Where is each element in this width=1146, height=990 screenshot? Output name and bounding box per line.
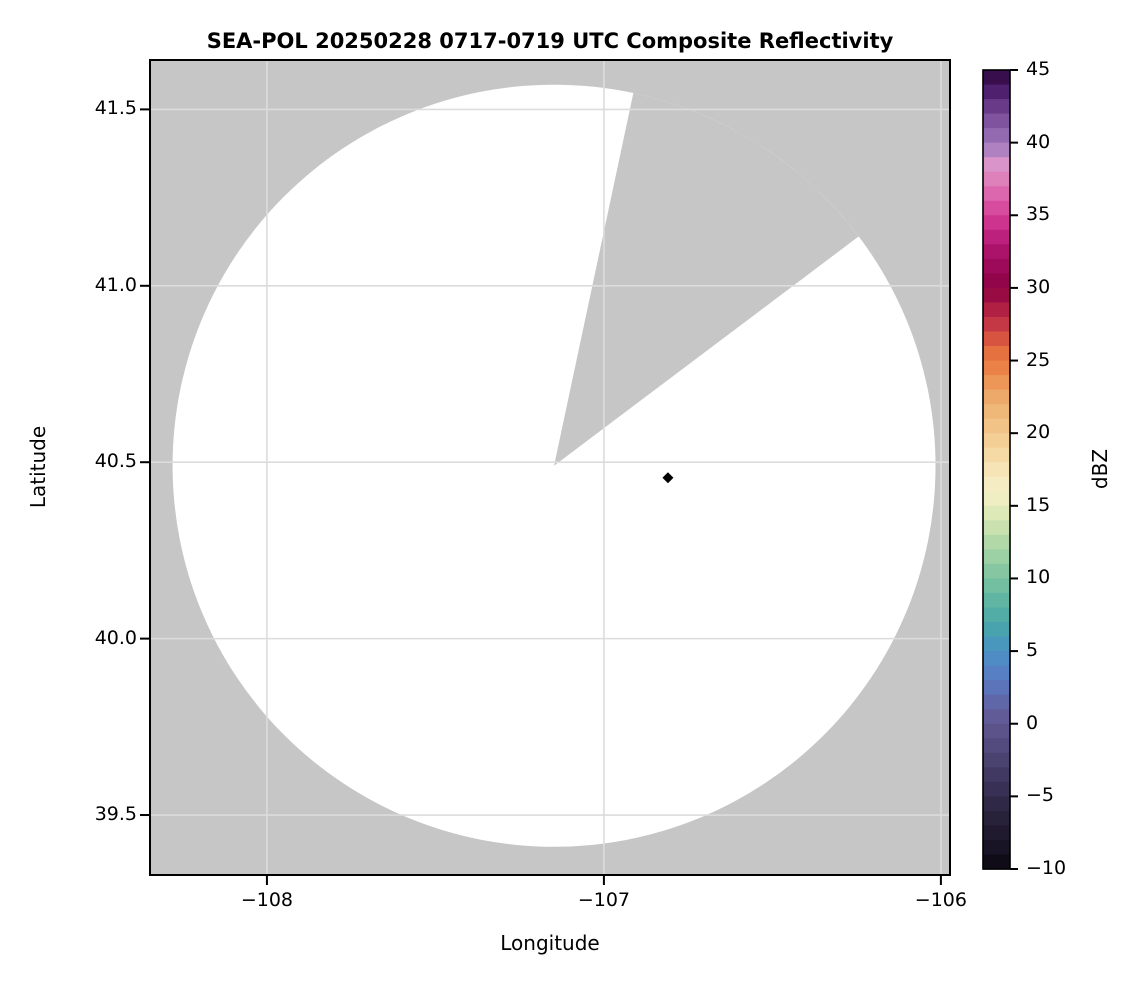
colorbar-band [983, 433, 1010, 449]
colorbar-band [983, 665, 1010, 681]
y-tick-label: 39.5 [94, 803, 137, 826]
colorbar-band [983, 636, 1010, 652]
colorbar-band [983, 592, 1010, 609]
colorbar-tick-label: 5 [1026, 639, 1039, 662]
colorbar-band [983, 287, 1010, 304]
x-tick-label: −107 [577, 889, 630, 911]
colorbar-band [983, 113, 1010, 129]
colorbar-band [983, 781, 1010, 797]
colorbar-band [983, 418, 1010, 434]
colorbar-band [983, 404, 1010, 420]
colorbar-band [983, 563, 1010, 580]
colorbar-band [983, 796, 1010, 812]
colorbar-band [983, 491, 1010, 507]
colorbar-band [983, 680, 1010, 696]
y-tick-label: 40.5 [94, 450, 137, 473]
colorbar-tick-label: 40 [1026, 130, 1051, 153]
colorbar-band [983, 157, 1010, 173]
colorbar-tick-label: 20 [1026, 421, 1051, 444]
colorbar-band [983, 607, 1010, 623]
colorbar-band [983, 752, 1010, 768]
colorbar-tick-label: 15 [1026, 493, 1051, 516]
colorbar-band [983, 447, 1010, 463]
colorbar-band [983, 622, 1010, 638]
colorbar-band [983, 723, 1010, 739]
colorbar-band [983, 258, 1010, 274]
colorbar-band [983, 200, 1010, 216]
colorbar-band [983, 476, 1010, 492]
colorbar-band [983, 549, 1010, 565]
colorbar-band [983, 99, 1010, 115]
colorbar-band [983, 70, 1010, 86]
colorbar-band [983, 534, 1010, 550]
colorbar-outline [982, 69, 1011, 870]
colorbar-band [983, 505, 1010, 521]
colorbar-band [983, 825, 1010, 841]
colorbar-band [983, 375, 1010, 391]
x-tick-label: −106 [914, 889, 967, 911]
colorbar-tick-label: 0 [1026, 711, 1039, 734]
colorbar-band [983, 244, 1010, 260]
plot-title: SEA-POL 20250228 0717-0719 UTC Composite… [206, 29, 894, 53]
colorbar-band [983, 171, 1010, 187]
colorbar-band [983, 331, 1010, 347]
colorbar-band [983, 767, 1010, 783]
colorbar-band [983, 302, 1010, 318]
colorbar-band [983, 810, 1010, 827]
colorbar-band [983, 854, 1010, 870]
axes-spine [149, 59, 951, 876]
colorbar-band [983, 346, 1010, 362]
colorbar-band [983, 694, 1010, 710]
colorbar-band [983, 84, 1010, 100]
colorbar-band [983, 709, 1010, 725]
y-tick-label: 41.0 [94, 273, 137, 296]
colorbar-tick-label: −10 [1026, 857, 1067, 879]
colorbar-tick-label: 25 [1026, 348, 1051, 371]
colorbar-band [983, 316, 1010, 333]
colorbar-band [983, 578, 1010, 594]
colorbar-band [983, 520, 1010, 536]
colorbar-band [983, 389, 1010, 405]
site-marker-diamond [662, 472, 674, 484]
colorbar-tick-label: −5 [1026, 784, 1055, 807]
colorbar-band [983, 229, 1010, 245]
colorbar-tick-label: 10 [1026, 566, 1051, 589]
colorbar-band [983, 128, 1010, 144]
x-axis-label: Longitude [500, 931, 600, 955]
colorbar-band [983, 215, 1010, 231]
colorbar-band [983, 142, 1010, 158]
colorbar-band [983, 273, 1010, 289]
colorbar-band [983, 839, 1010, 856]
colorbar-band [983, 462, 1010, 478]
colorbar-band [983, 186, 1010, 202]
y-tick-label: 40.0 [94, 626, 137, 649]
colorbar-band [983, 651, 1010, 667]
y-tick-label: 41.5 [94, 97, 137, 120]
colorbar-tick-label: 45 [1026, 58, 1051, 80]
blocked-sector-wedge [554, 93, 859, 466]
colorbar-tick-label: 35 [1026, 203, 1051, 226]
x-tick-label: −108 [240, 889, 294, 911]
colorbar-tick-label: 30 [1026, 275, 1051, 298]
colorbar-band [983, 738, 1010, 754]
colorbar-band [983, 360, 1010, 376]
colorbar-label: dBZ [1088, 448, 1112, 490]
y-axis-label: Latitude [26, 425, 50, 509]
